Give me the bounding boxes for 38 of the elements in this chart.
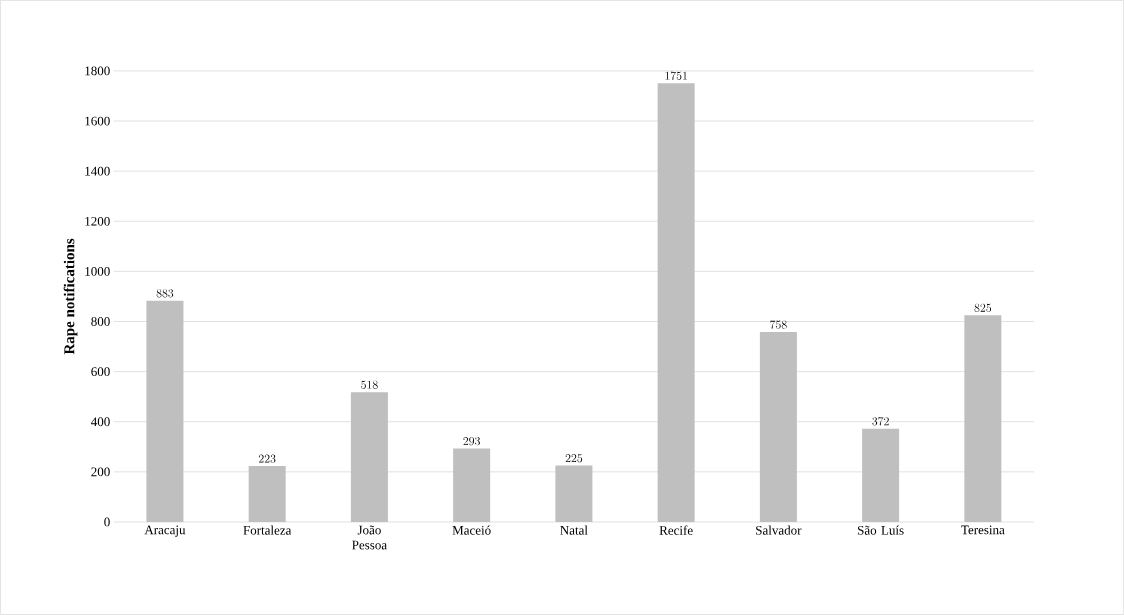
x-tick-label: Maceió [452, 525, 491, 535]
y-tick-label: 1400 [85, 166, 110, 176]
data-label: 293 [463, 437, 480, 446]
bar [453, 448, 491, 523]
y-tick-label: 0 [104, 517, 110, 527]
bar [146, 300, 184, 523]
data-label: 372 [872, 417, 889, 426]
y-axis-title: Rape notifications [63, 238, 78, 355]
y-tick-label: 1200 [85, 216, 110, 226]
data-label: 1751 [665, 71, 687, 80]
x-tick-label: Salvador [756, 525, 802, 535]
bar [248, 466, 286, 523]
data-label: 758 [770, 320, 787, 329]
bar [759, 332, 797, 523]
y-tick-label: 1000 [85, 267, 110, 276]
y-tick-label: 1600 [85, 116, 110, 126]
data-label: 825 [974, 303, 992, 313]
data-label: 883 [156, 289, 174, 298]
y-tick-label: 800 [91, 317, 110, 326]
data-label: 223 [258, 454, 276, 463]
bar [350, 392, 388, 523]
x-tick-label: Fortaleza [243, 525, 292, 535]
x-tick-label: São Luís [858, 525, 904, 535]
x-tick-label: Natal [560, 525, 588, 535]
x-tick-label: Teresina [961, 525, 1005, 535]
bar [657, 83, 695, 523]
x-tick-label: João Pessoa [352, 525, 387, 550]
data-label: 518 [361, 380, 378, 389]
y-tick-label: 200 [91, 467, 110, 477]
y-tick-label: 400 [91, 417, 110, 427]
y-tick-label: 600 [91, 367, 110, 377]
bar [964, 315, 1002, 523]
bar [862, 428, 900, 523]
bar [555, 465, 593, 523]
x-tick-label: Recife [659, 525, 693, 535]
data-label: 225 [565, 454, 583, 463]
x-tick-label: Aracaju [144, 525, 186, 537]
y-tick-label: 1800 [85, 66, 110, 76]
